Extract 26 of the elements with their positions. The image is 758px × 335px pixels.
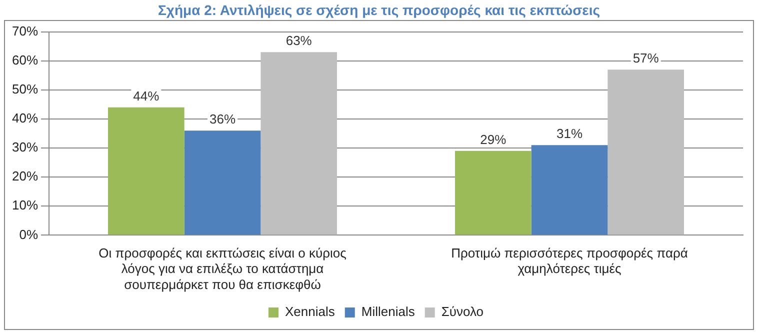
x-tick-label: Προτιμώ περισσότερες προσφορές παρά χαμηλότερες τιμές [451, 246, 688, 276]
bar [608, 70, 684, 235]
data-label: 63% [286, 33, 312, 48]
legend-label: Σύνολο [441, 304, 484, 320]
bar [184, 130, 261, 235]
legend-label: Millenials [361, 304, 416, 320]
data-label: 36% [210, 112, 236, 127]
legend-label: Xennials [285, 304, 336, 320]
bar [108, 107, 184, 235]
y-tick-label: 50% [12, 81, 38, 96]
y-tick-label: 70% [12, 23, 38, 38]
data-label: 31% [556, 126, 583, 142]
bar [455, 150, 532, 235]
data-label: 57% [632, 50, 660, 66]
y-tick-label: 0% [19, 226, 38, 242]
chart-title: Σχήμα 2: Αντιλήψεις σε σχέση με τις προσφορές και τις εκπτώσεις [157, 1, 601, 20]
bar [260, 52, 338, 235]
bar [531, 145, 608, 235]
y-tick-label: 40% [12, 110, 38, 126]
y-tick-label: 60% [12, 52, 38, 68]
y-tick-label: 10% [12, 198, 38, 213]
data-label: 29% [480, 132, 507, 148]
data-label: 44% [133, 88, 160, 104]
y-tick-label: 20% [12, 168, 38, 184]
x-tick-label: Οι προσφορές και εκπτώσεις είναι ο κύριος λόγος για να επιλέξω το κατάστημα σουπερμάρκετ που θα επισκεφθώ [98, 246, 346, 292]
y-tick-label: 30% [12, 140, 38, 155]
